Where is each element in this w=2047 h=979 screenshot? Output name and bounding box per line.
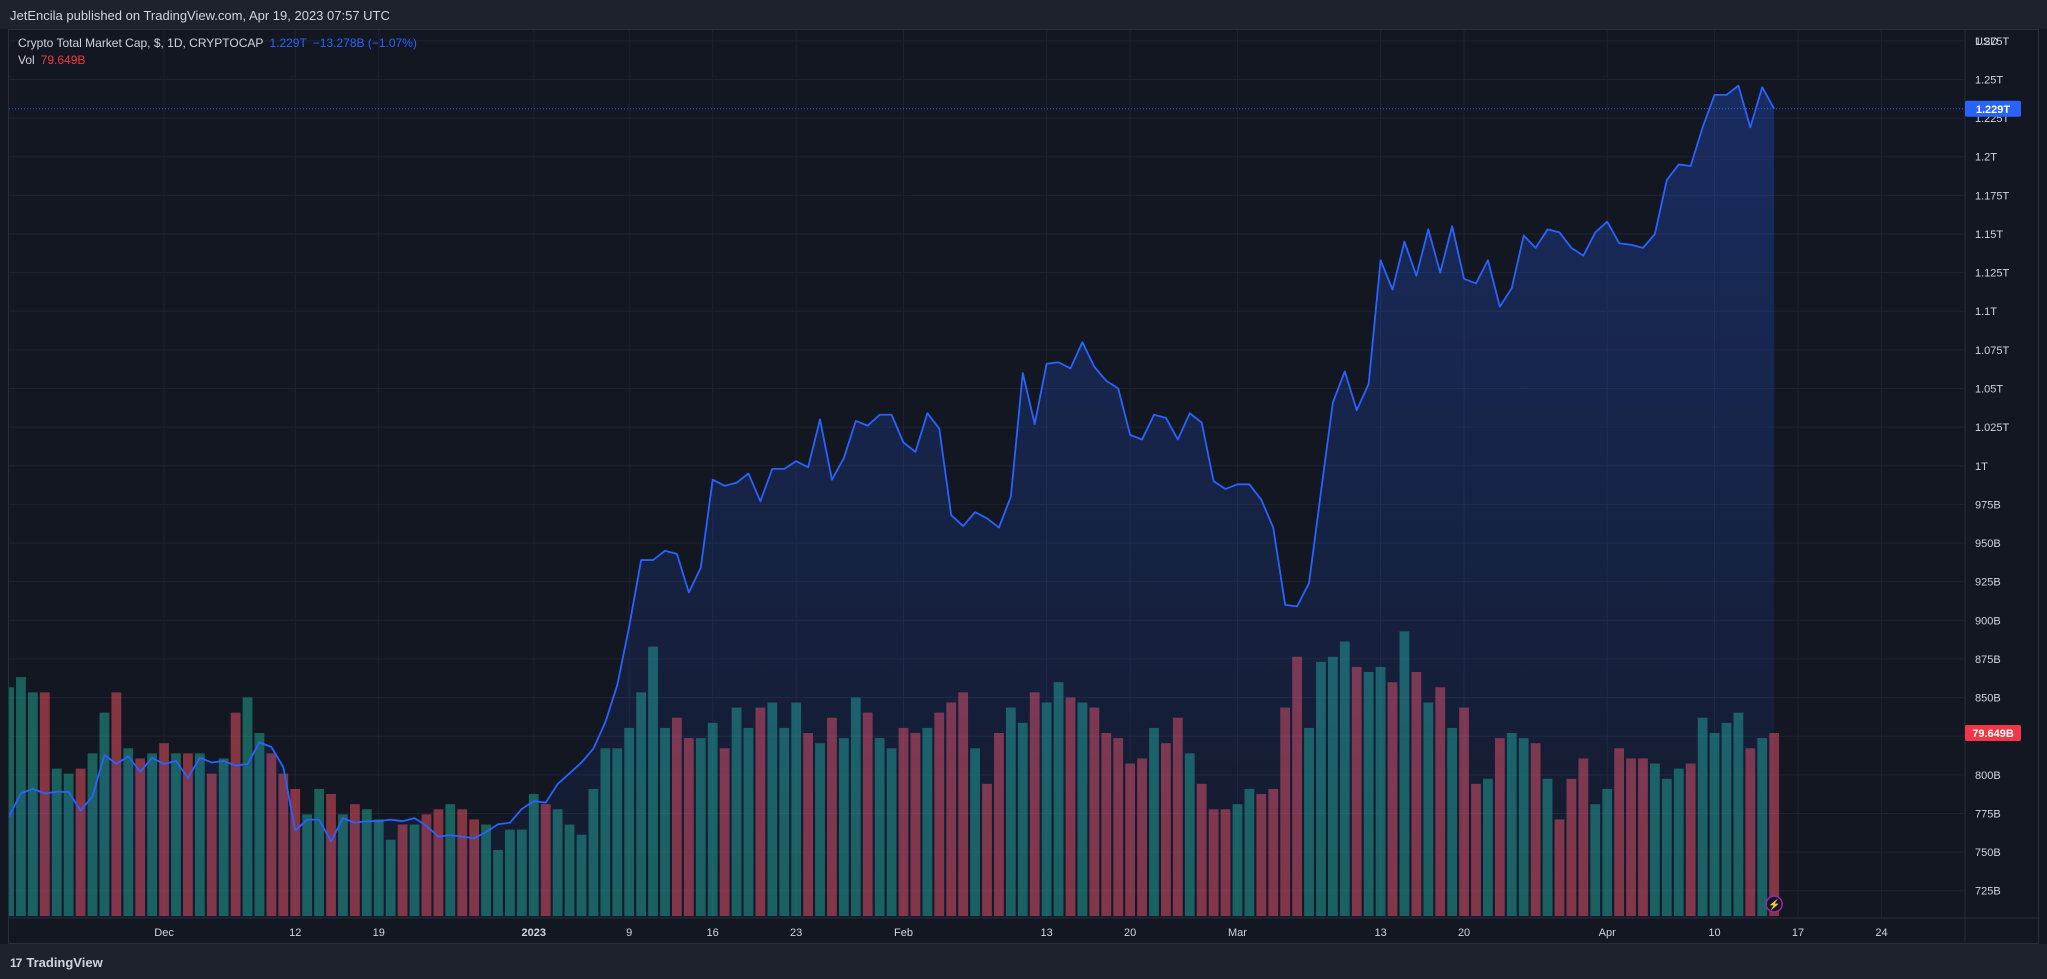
- time-scale-tick: Apr: [1599, 927, 1616, 939]
- price-scale-tick: 1.025T: [1975, 422, 2010, 434]
- publish-line: JetEncila published on TradingView.com, …: [10, 8, 390, 23]
- time-scale-tick: Feb: [894, 927, 913, 939]
- price-scale-tick: 775B: [1975, 808, 2001, 820]
- legend-symbol[interactable]: Crypto Total Market Cap, $, 1D, CRYPTOCA…: [18, 36, 264, 50]
- price-area: [9, 85, 1775, 917]
- last-volume-tag: [1965, 725, 2021, 741]
- tradingview-logo[interactable]: 17 TradingView: [10, 955, 103, 970]
- price-scale-tick: 975B: [1975, 499, 2001, 511]
- realtime-bolt-glyph: ⚡: [1768, 898, 1780, 911]
- legend-volume-label[interactable]: Vol: [18, 53, 35, 67]
- price-scale-tick: 800B: [1975, 770, 2001, 782]
- time-scale-tick: 10: [1708, 927, 1720, 939]
- price-scale-tick: 725B: [1975, 886, 2001, 898]
- legend-volume-value: 79.649B: [40, 53, 86, 67]
- price-scale-currency: USD: [1975, 36, 1998, 48]
- time-scale-tick: 2023: [522, 927, 546, 939]
- price-scale-tick: 950B: [1975, 538, 2001, 550]
- price-scale-tick: 1.25T: [1975, 74, 2003, 86]
- time-scale-tick: 13: [1374, 927, 1386, 939]
- volume-bar: [9, 687, 14, 916]
- price-scale-tick: 1.1T: [1975, 306, 1997, 318]
- time-scale-tick: Dec: [154, 927, 174, 939]
- legend-last-value: 1.229T: [269, 36, 307, 50]
- chart-frame[interactable]: USD 1.275T 1.25T 1.225T 1.2T 1.175T 1.15T 1.125…: [8, 29, 2040, 945]
- price-scale-tick: 1.275T: [1975, 36, 2010, 48]
- tradingview-brand: TradingView: [26, 955, 103, 970]
- publish-header: JetEncila published on TradingView.com, …: [0, 0, 2047, 29]
- time-scale-tick: 24: [1875, 927, 1887, 939]
- price-chart[interactable]: USD1.275T1.25T1.225T1.2T1.175T1.15T1.125…: [9, 30, 2040, 945]
- time-scale-tick: 17: [1792, 927, 1804, 939]
- price-scale-tick: 1.05T: [1975, 384, 2003, 396]
- time-scale-tick: 13: [1041, 927, 1053, 939]
- time-scale-tick: 9: [626, 927, 632, 939]
- price-scale-tick: 1T: [1975, 461, 1988, 473]
- tradingview-logo-icon: 17: [10, 955, 22, 970]
- time-scale-tick: 23: [790, 927, 802, 939]
- time-scale-tick: Mar: [1228, 927, 1247, 939]
- legend-volume-row: Vol 79.649B: [18, 52, 417, 69]
- legend-change: −13.278B (−1.07%): [312, 36, 417, 50]
- price-scale-tick: 750B: [1975, 847, 2001, 859]
- time-scale-tick: 16: [707, 927, 719, 939]
- price-scale-tick: 1.2T: [1975, 152, 1997, 164]
- realtime-bolt-icon: [1765, 895, 1783, 913]
- price-scale-tick: 925B: [1975, 577, 2001, 589]
- last-volume-tag-label: 79.649B: [1972, 728, 2014, 740]
- time-scale-tick: 19: [373, 927, 385, 939]
- footer-bar: 17 TradingView: [0, 944, 2047, 979]
- time-scale-tick: 20: [1124, 927, 1136, 939]
- last-price-tag: [1965, 100, 2021, 117]
- last-price-tag-label: 1.229T: [1976, 104, 2011, 116]
- price-line: [9, 84, 1775, 843]
- price-scale-tick: 1.175T: [1975, 190, 2010, 202]
- price-scale-tick: 900B: [1975, 615, 2001, 627]
- price-scale-tick: 1.075T: [1975, 345, 2010, 357]
- chart-legend: Crypto Total Market Cap, $, 1D, CRYPTOCA…: [18, 35, 417, 69]
- time-scale-tick: 20: [1458, 927, 1470, 939]
- legend-price-row: Crypto Total Market Cap, $, 1D, CRYPTOCA…: [18, 35, 417, 52]
- price-scale-tick: 1.125T: [1975, 268, 2010, 280]
- price-scale-tick: 850B: [1975, 693, 2001, 705]
- time-scale-tick: 12: [289, 927, 301, 939]
- price-scale-tick: 875B: [1975, 654, 2001, 666]
- price-scale-tick: 1.15T: [1975, 229, 2003, 241]
